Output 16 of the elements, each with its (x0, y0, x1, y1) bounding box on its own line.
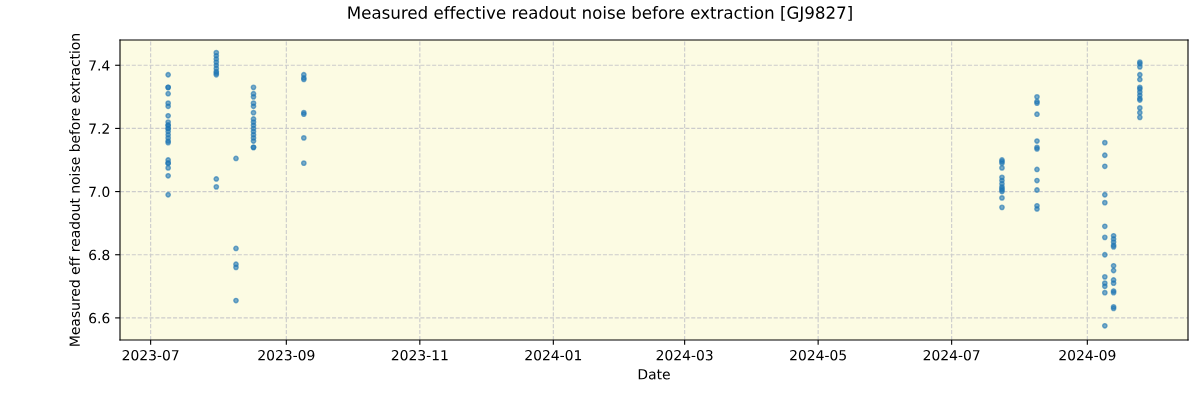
chart-title: Measured effective readout noise before extraction [GJ9827] (348, 6, 852, 22)
x-tick-label: 2024-01 (525, 349, 582, 361)
y-tick-label: 7.0 (89, 186, 110, 198)
y-tick-label: 6.8 (89, 249, 110, 261)
x-tick-label: 2024-09 (1059, 349, 1116, 361)
x-axis-title: Date (638, 369, 670, 380)
x-tick-label: 2023-11 (391, 349, 448, 361)
x-tick-label: 2023-09 (258, 349, 315, 361)
x-tick-label: 2024-05 (790, 349, 846, 361)
x-tick-label: 2024-07 (923, 349, 980, 361)
x-tick-label: 2024-03 (656, 349, 713, 361)
x-tick-label: 2023-07 (122, 349, 179, 361)
y-tick-label: 7.2 (89, 123, 109, 134)
y-axis-title: Measured eff readout noise before extraction (69, 34, 80, 346)
y-tick-label: 7.4 (89, 60, 110, 71)
y-tick-label: 6.6 (89, 312, 110, 324)
